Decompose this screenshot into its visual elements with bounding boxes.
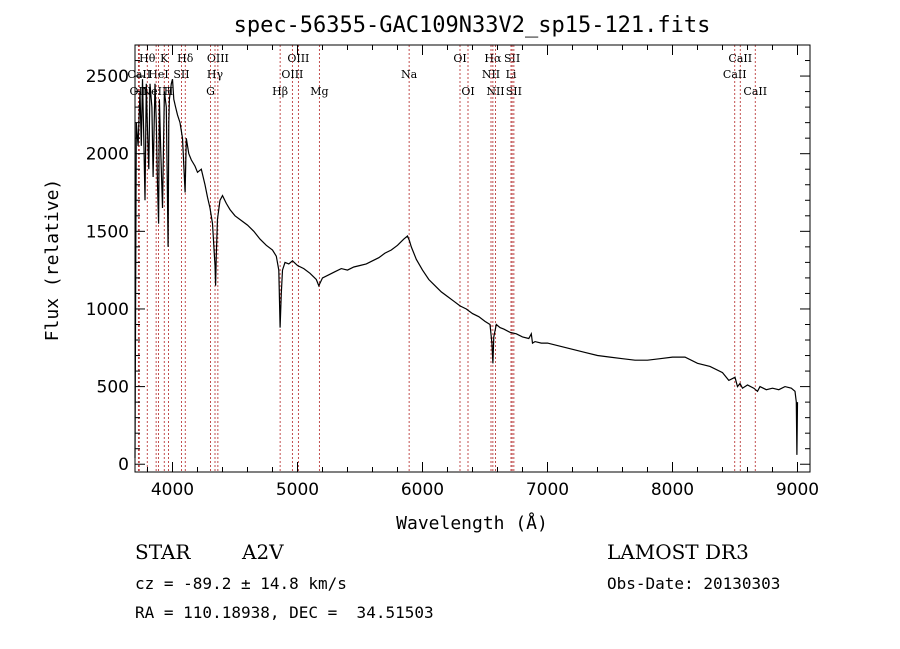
spectrum-line xyxy=(134,79,799,459)
line-label-1: Hθ xyxy=(139,52,156,65)
spectral-class: A2V xyxy=(242,540,284,564)
chart-title: spec-56355-GAC109N33V2_sp15-121.fits xyxy=(234,13,711,38)
line-label-25: CaII xyxy=(728,52,752,65)
line-label-20: NII xyxy=(482,68,500,81)
y-tick-label-1500: 1500 xyxy=(86,222,129,242)
line-label-23: Li xyxy=(506,68,517,81)
line-label-9: OIII xyxy=(207,52,229,65)
line-label-10: Hγ xyxy=(207,68,224,81)
x-axis-label: Wavelength (Å) xyxy=(396,512,548,534)
line-label-11: G xyxy=(206,85,215,98)
survey-name: LAMOST DR3 xyxy=(607,540,749,564)
line-label-18: OI xyxy=(461,85,474,98)
x-tick-label-7000: 7000 xyxy=(526,480,569,500)
line-label-12: Hβ xyxy=(272,85,288,98)
line-label-7: SII xyxy=(173,68,189,81)
line-label-26: CaII xyxy=(723,68,747,81)
axis-ticks: 4000 5000 6000 7000 8000 9000 0 500 1000 1500 2000… xyxy=(86,45,819,500)
line-label-16: Na xyxy=(401,68,418,81)
y-axis-label: Flux (relative) xyxy=(42,179,63,342)
line-label-14: OIII xyxy=(281,68,303,81)
line-label-15: Mg xyxy=(310,85,328,98)
y-tick-label-2000: 2000 xyxy=(86,145,129,165)
y-tick-label-1000: 1000 xyxy=(86,300,129,320)
line-label-19: Hα xyxy=(484,52,502,65)
y-tick-label-0: 0 xyxy=(118,455,129,475)
line-label-3: HeI xyxy=(148,68,168,81)
obs-date: Obs-Date: 20130303 xyxy=(607,574,781,593)
y-tick-label-500: 500 xyxy=(97,378,129,398)
x-tick-label-5000: 5000 xyxy=(276,480,319,500)
plot-frame xyxy=(134,44,811,473)
x-tick-label-9000: 9000 xyxy=(776,480,819,500)
x-tick-label-8000: 8000 xyxy=(651,480,694,500)
y-tick-label-2500: 2500 xyxy=(86,67,129,87)
line-label-21: NII xyxy=(486,85,504,98)
x-tick-label-6000: 6000 xyxy=(401,480,444,500)
line-label-6: H xyxy=(164,85,174,98)
spectrum-chart: spec-56355-GAC109N33V2_sp15-121.fits OII… xyxy=(42,13,819,534)
line-label-2: CaII xyxy=(127,68,151,81)
line-label-17: OI xyxy=(453,52,466,65)
line-label-8: Hδ xyxy=(177,52,194,65)
line-label-4: NeIII xyxy=(142,85,171,98)
coordinates: RA = 110.18938, DEC = 34.51503 xyxy=(135,603,434,622)
line-label-5: K xyxy=(160,52,169,65)
object-type: STAR xyxy=(135,540,191,564)
line-label-22: SII xyxy=(504,52,520,65)
line-label-13: OIII xyxy=(287,52,309,65)
line-label-27: CaII xyxy=(743,85,767,98)
x-tick-label-4000: 4000 xyxy=(151,480,194,500)
line-label-24: SII xyxy=(506,85,522,98)
redshift-value: cz = -89.2 ± 14.8 km/s xyxy=(135,574,347,593)
